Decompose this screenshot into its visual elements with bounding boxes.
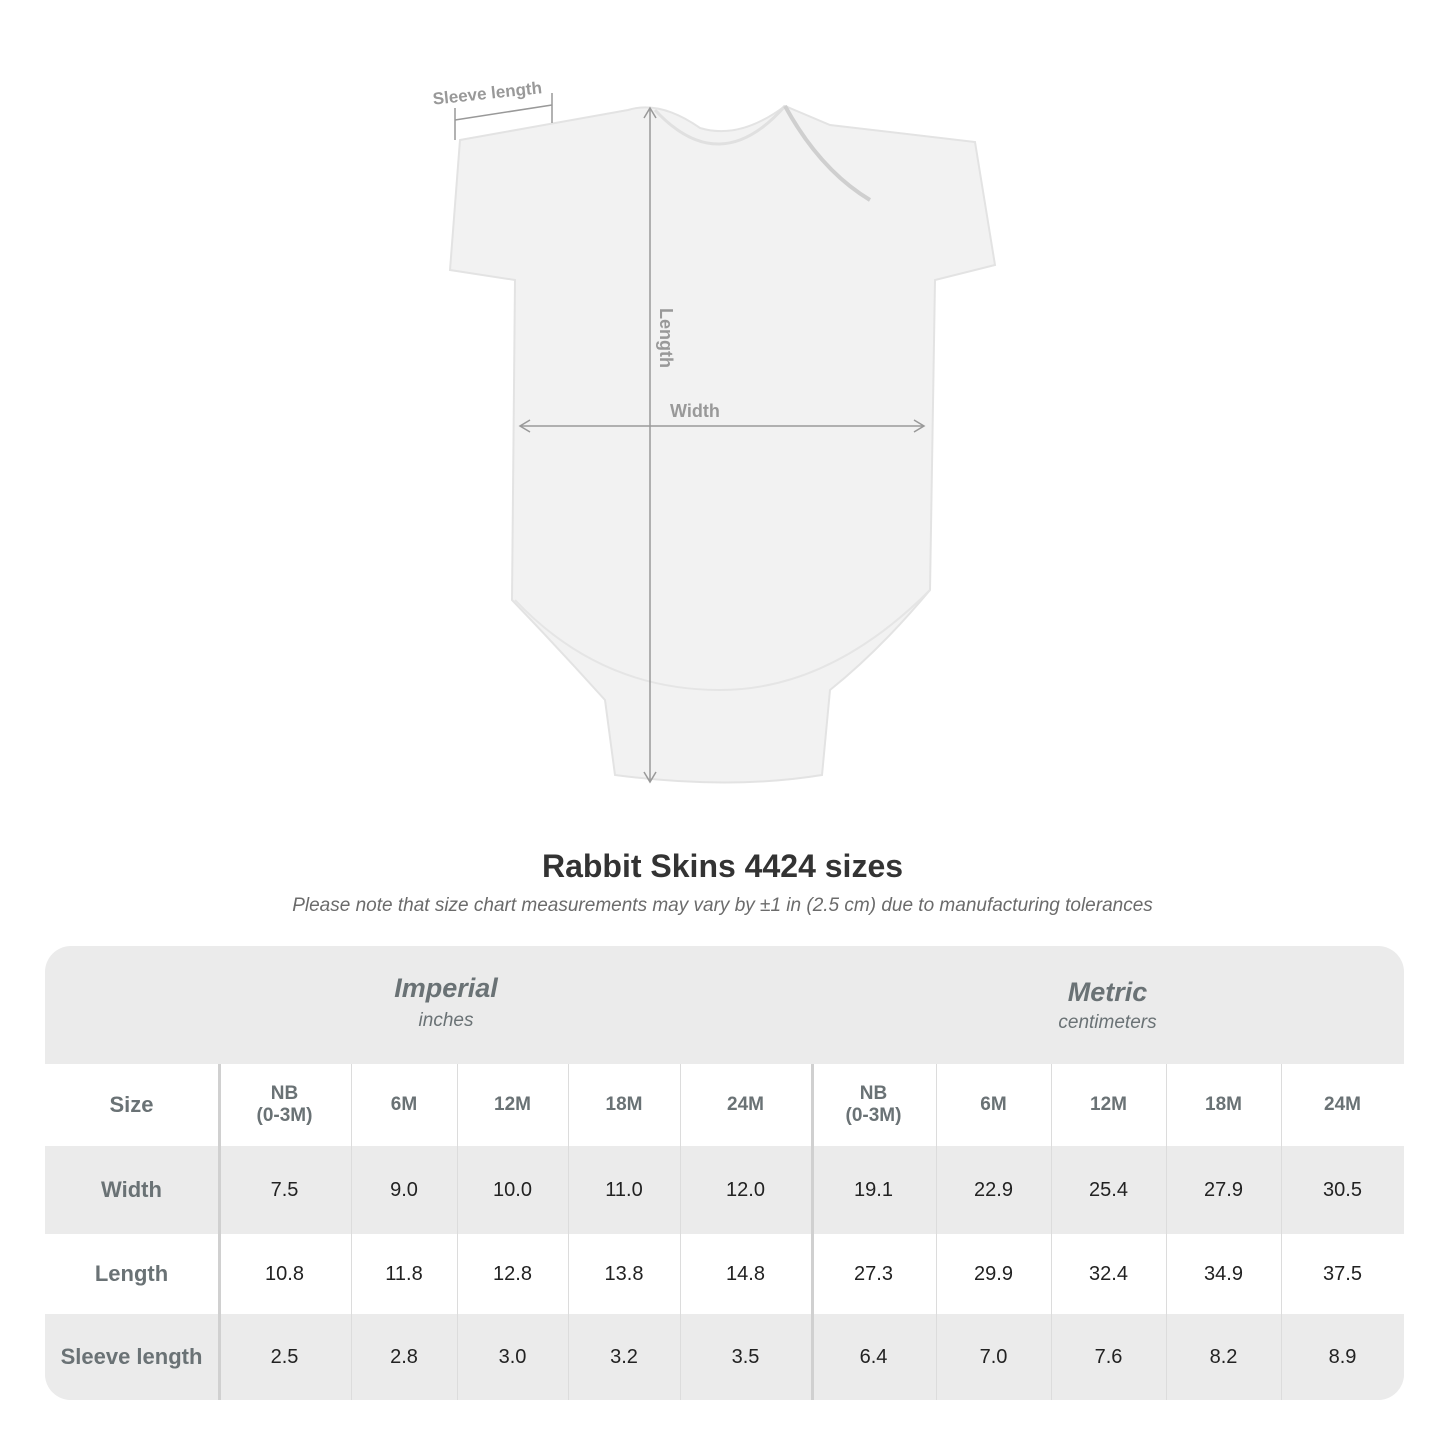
- imperial-heading: Imperial: [218, 968, 674, 1008]
- length-label: Length: [656, 308, 676, 368]
- metric-value: 27.9: [1204, 1178, 1243, 1201]
- column-divider: [1051, 1064, 1052, 1400]
- table-row: [45, 1234, 1404, 1314]
- imperial-value: 2.5: [270, 1345, 299, 1368]
- row-label: Length: [94, 1261, 169, 1286]
- table-row: [45, 1146, 1404, 1234]
- metric-value: 32.4: [1089, 1262, 1128, 1285]
- column-divider: [936, 1064, 937, 1400]
- imperial-value: 3.2: [610, 1345, 638, 1368]
- imperial-value: 13.8: [604, 1262, 644, 1285]
- width-label: Width: [670, 401, 720, 421]
- size-col-metric: NB (0-3M): [845, 1083, 902, 1126]
- column-divider: [680, 1064, 681, 1400]
- metric-value: 25.4: [1089, 1178, 1128, 1201]
- imperial-value: 3.0: [498, 1345, 527, 1368]
- metric-unit: centimeters: [1058, 1012, 1157, 1033]
- size-col-imperial: 18M: [605, 1094, 643, 1115]
- size-col-imperial: 6M: [390, 1094, 418, 1115]
- imperial-value: 11.8: [385, 1262, 423, 1285]
- metric-value: 34.9: [1204, 1262, 1243, 1285]
- imperial-value: 12.8: [493, 1262, 532, 1285]
- size-header: Size: [109, 1092, 154, 1117]
- row-label: Width: [101, 1177, 162, 1202]
- column-divider: [568, 1064, 569, 1400]
- size-col-imperial: 24M: [727, 1094, 764, 1115]
- column-divider: [1281, 1064, 1282, 1400]
- metric-label: Metric: [1067, 976, 1148, 1007]
- metric-value: 37.5: [1323, 1262, 1362, 1285]
- column-divider: [811, 1064, 814, 1400]
- size-table: Imperial inches Metric centimeters Size N…: [45, 946, 1404, 1400]
- metric-value: 7.6: [1094, 1345, 1123, 1368]
- metric-value: 6.4: [859, 1345, 888, 1368]
- metric-value: 8.2: [1209, 1345, 1238, 1368]
- column-divider: [351, 1064, 352, 1400]
- imperial-value: 12.0: [726, 1178, 765, 1201]
- imperial-label: Imperial: [394, 972, 498, 1003]
- metric-value: 7.0: [979, 1345, 1008, 1368]
- page-title: Rabbit Skins 4424 sizes: [541, 848, 904, 884]
- metric-value: 19.1: [854, 1178, 893, 1201]
- column-divider: [1166, 1064, 1167, 1400]
- imperial-value: 10.0: [493, 1178, 532, 1201]
- metric-value: 29.9: [974, 1262, 1013, 1285]
- column-divider: [218, 1064, 221, 1400]
- imperial-value: 14.8: [726, 1262, 765, 1285]
- size-col-metric: 6M: [980, 1094, 1007, 1115]
- imperial-unit: inches: [418, 1010, 474, 1031]
- size-col-metric: 24M: [1324, 1094, 1361, 1115]
- metric-value: 30.5: [1323, 1178, 1362, 1201]
- metric-value: 22.9: [974, 1178, 1013, 1201]
- imperial-value: 11.0: [605, 1178, 643, 1201]
- imperial-value: 7.5: [270, 1178, 299, 1201]
- sleeve-length-label: Sleeve length: [432, 78, 543, 108]
- size-col-metric: 18M: [1205, 1094, 1242, 1115]
- imperial-value: 10.8: [265, 1262, 304, 1285]
- table-row: [45, 1314, 1404, 1400]
- metric-value: 27.3: [854, 1262, 893, 1285]
- size-col-imperial: 12M: [494, 1094, 531, 1115]
- bodysuit-diagram: Sleeve length Length Width: [432, 78, 997, 784]
- row-label: Sleeve length: [60, 1344, 203, 1369]
- imperial-value: 9.0: [390, 1178, 418, 1201]
- size-col-metric: 12M: [1090, 1094, 1127, 1115]
- size-header-row: [45, 1064, 1404, 1146]
- imperial-value: 3.5: [731, 1345, 760, 1368]
- column-divider: [457, 1064, 458, 1400]
- metric-value: 8.9: [1328, 1345, 1357, 1368]
- bodysuit-outline: [448, 104, 997, 784]
- tolerance-note: Please note that size chart measurements…: [292, 895, 1153, 916]
- size-col-imperial: NB (0-3M): [256, 1083, 313, 1126]
- imperial-value: 2.8: [390, 1345, 418, 1368]
